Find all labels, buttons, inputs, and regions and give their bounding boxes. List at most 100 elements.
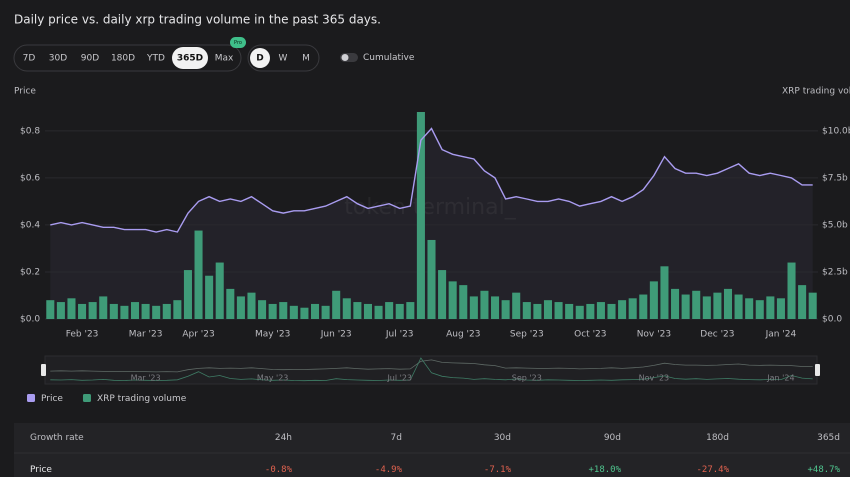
table-cell: -0.8% bbox=[265, 465, 293, 475]
volume-bar bbox=[236, 296, 245, 319]
table-header: 7d bbox=[391, 433, 402, 443]
volume-bar bbox=[660, 266, 669, 319]
title: Daily price vs. daily xrp trading volume… bbox=[14, 13, 381, 27]
volume-bar bbox=[628, 298, 637, 319]
volume-bar bbox=[395, 303, 404, 319]
table-cell: -4.9% bbox=[375, 465, 403, 475]
legend-label[interactable]: XRP trading volume bbox=[97, 394, 187, 404]
navigator-label: May '23 bbox=[257, 374, 288, 383]
price-area bbox=[50, 128, 813, 319]
volume-bar bbox=[787, 262, 796, 319]
volume-bar bbox=[469, 296, 478, 319]
volume-bar bbox=[342, 298, 351, 319]
volume-bar bbox=[723, 288, 733, 319]
x-tick-label: Dec '23 bbox=[700, 330, 734, 340]
cumulative-label[interactable]: Cumulative bbox=[363, 53, 415, 63]
x-tick-label: May '23 bbox=[255, 330, 290, 340]
navigator-label: Sep '23 bbox=[512, 374, 542, 383]
x-tick-label: Mar '23 bbox=[129, 330, 163, 340]
growth-table bbox=[14, 423, 850, 477]
volume-bar bbox=[533, 303, 542, 319]
volume-bar bbox=[808, 292, 817, 319]
navigator-label: Jan '24 bbox=[766, 374, 794, 383]
volume-bar bbox=[205, 275, 214, 319]
table-header: Growth rate bbox=[30, 433, 84, 443]
legend-swatch[interactable] bbox=[82, 394, 91, 402]
y-axis-title: Price bbox=[14, 87, 36, 97]
x-tick-label: Sep '23 bbox=[510, 330, 544, 340]
range-button[interactable]: 7D bbox=[23, 54, 36, 64]
volume-bar bbox=[565, 303, 574, 319]
volume-bar bbox=[448, 281, 457, 319]
navigator-label: Jul '23 bbox=[386, 374, 412, 383]
interval-button[interactable]: D bbox=[256, 54, 263, 64]
volume-bar bbox=[776, 298, 785, 319]
table-cell: -27.4% bbox=[696, 465, 729, 475]
volume-bar bbox=[194, 230, 203, 319]
volume-bar bbox=[353, 302, 362, 319]
table-cell: +18.0% bbox=[588, 465, 621, 475]
volume-bar bbox=[745, 298, 754, 319]
x-tick-label: Feb '23 bbox=[66, 330, 99, 340]
volume-bar bbox=[575, 305, 584, 319]
volume-bar bbox=[649, 281, 658, 319]
navigator-handle-right[interactable] bbox=[815, 364, 820, 376]
x-tick-label: Nov '23 bbox=[637, 330, 671, 340]
volume-bar bbox=[480, 290, 489, 319]
x-tick-label: Aug '23 bbox=[446, 330, 480, 340]
volume-bar bbox=[681, 294, 690, 319]
pro-badge bbox=[230, 37, 246, 48]
volume-bar bbox=[88, 302, 97, 319]
x-tick-label: Jan '24 bbox=[765, 330, 797, 340]
volume-bar bbox=[406, 302, 415, 319]
interval-button[interactable]: W bbox=[279, 54, 288, 64]
interval-selected bbox=[250, 48, 270, 68]
volume-bar bbox=[78, 303, 87, 319]
interval-button[interactable]: M bbox=[302, 54, 310, 64]
volume-bar bbox=[543, 300, 553, 319]
x-tick-label: Jul '23 bbox=[385, 330, 414, 340]
volume-bar bbox=[734, 294, 743, 319]
y2-tick-label: $0.0 bbox=[822, 315, 842, 325]
volume-bar bbox=[46, 300, 55, 319]
volume-bar bbox=[109, 303, 118, 319]
range-button[interactable]: Max bbox=[215, 54, 234, 64]
volume-bar bbox=[798, 285, 807, 319]
volume-bar bbox=[67, 298, 76, 319]
volume-bar bbox=[310, 303, 320, 319]
table-header: 90d bbox=[604, 433, 621, 443]
volume-bar bbox=[586, 303, 595, 319]
volume-bar bbox=[607, 303, 616, 319]
volume-bar bbox=[501, 300, 510, 319]
legend-label[interactable]: Price bbox=[41, 394, 63, 404]
volume-bar bbox=[258, 300, 267, 319]
volume-bar bbox=[522, 302, 531, 319]
volume-bar bbox=[385, 302, 394, 319]
volume-bar bbox=[459, 285, 468, 319]
navigator-label: Nov '23 bbox=[639, 374, 670, 383]
volume-bar bbox=[766, 296, 775, 319]
range-button[interactable]: 90D bbox=[81, 54, 99, 64]
legend-swatch[interactable] bbox=[27, 394, 35, 402]
volume-bar bbox=[416, 112, 425, 319]
table-header: 24h bbox=[275, 433, 292, 443]
volume-bar bbox=[363, 303, 372, 319]
range-button[interactable]: 365D bbox=[177, 54, 203, 64]
volume-bar bbox=[554, 302, 563, 319]
volume-bar bbox=[247, 292, 256, 319]
range-button[interactable]: 30D bbox=[49, 54, 67, 64]
navigator-handle-left[interactable] bbox=[41, 364, 46, 376]
volume-bar bbox=[755, 300, 764, 319]
y2-axis-title: XRP trading volume bbox=[782, 87, 850, 97]
x-tick-label: Oct '23 bbox=[574, 330, 606, 340]
range-button[interactable]: YTD bbox=[146, 54, 165, 64]
navigator-label: Mar '23 bbox=[131, 374, 161, 383]
y2-tick-label: $7.5b bbox=[822, 173, 848, 183]
volume-bar bbox=[491, 296, 500, 319]
table-cell: Price bbox=[30, 465, 52, 475]
range-button[interactable]: 180D bbox=[111, 54, 135, 64]
volume-bar bbox=[374, 305, 383, 319]
y-tick-label: $0.2 bbox=[20, 267, 40, 277]
